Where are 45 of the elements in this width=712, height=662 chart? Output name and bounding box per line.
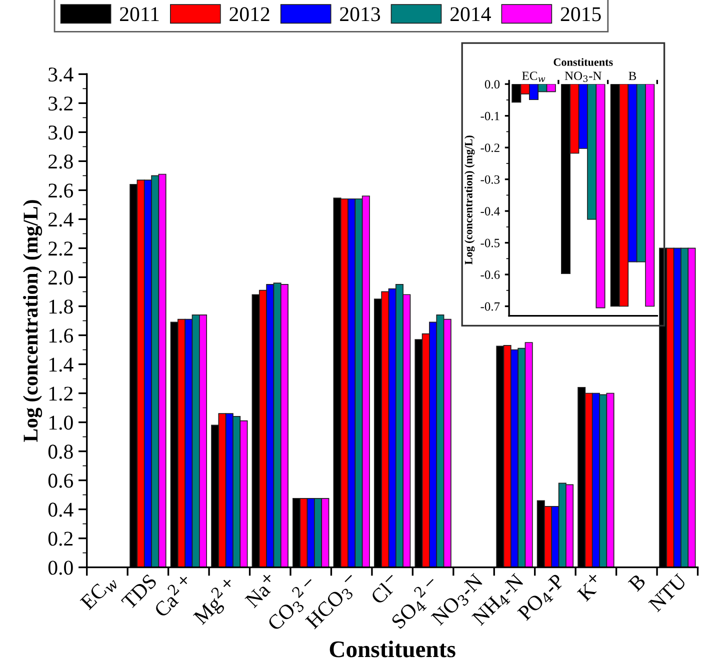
y-tick-label: -0.7 [480,302,500,311]
y-tick-label: -0.3 [480,175,500,184]
y-tick-label: 2.0 [48,270,73,285]
y-tick-label: 0.6 [48,474,74,488]
legend-label: 2014 [450,7,491,22]
x-tick-label: K$^{+}$ [574,572,604,602]
y-tick-label: -0.6 [480,270,500,280]
y-tick-label: 0.0 [48,560,73,575]
legend-label: 2015 [560,7,601,22]
legend-label: 2011 [120,7,159,22]
y-tick-label: 1.8 [49,300,73,314]
x-tick-label: B [628,573,646,592]
x-axis-title: Constituents [330,640,456,658]
y-tick-label: 2.8 [48,154,73,169]
x-tick-label: TDS [120,574,158,610]
y-tick-label: 2.2 [48,242,73,256]
x-tick-label: EC$_{w}$ [80,573,119,612]
x-tick-label: Cl$^{−}$ [370,574,402,605]
y-tick-label: 1.6 [49,328,74,343]
x-tick-label: Na$^{+}$ [242,572,279,608]
y-tick-label: 1.4 [49,358,74,372]
y-tick-label: 3.2 [48,96,73,111]
y-axis-title: Log (concentration) (mg/L) [464,136,475,265]
y-tick-label: 2.6 [48,184,74,198]
x-tick-label: NO$_{3}$-N [564,72,602,82]
y-tick-label: 0.8 [48,444,73,459]
x-tick-label: B [628,72,636,80]
x-tick-label: EC$_{w}$ [522,72,546,82]
y-tick-label: 1.2 [49,386,73,401]
legend-label: 2013 [340,7,380,22]
y-tick-label: 3.4 [48,68,74,82]
x-tick-label: Mg$^{2+}$ [190,576,242,628]
y-axis-title: Log (concentration) (mg/L) [23,200,42,442]
y-tick-label: 2.4 [48,212,74,227]
y-tick-label: 0.4 [48,502,74,517]
y-tick-label: -0.1 [480,112,500,120]
legend-label: 2012 [230,7,270,22]
y-tick-label: -0.2 [480,144,500,152]
y-tick-label: 0.0 [484,80,500,89]
y-tick-label: 3.0 [48,126,73,140]
x2-axis-title: Constituents [554,58,613,66]
y-tick-label: -0.4 [480,207,500,216]
y-tick-label: -0.5 [480,238,500,248]
y-tick-label: 0.2 [48,532,73,546]
y-tick-label: 1.0 [49,416,73,430]
